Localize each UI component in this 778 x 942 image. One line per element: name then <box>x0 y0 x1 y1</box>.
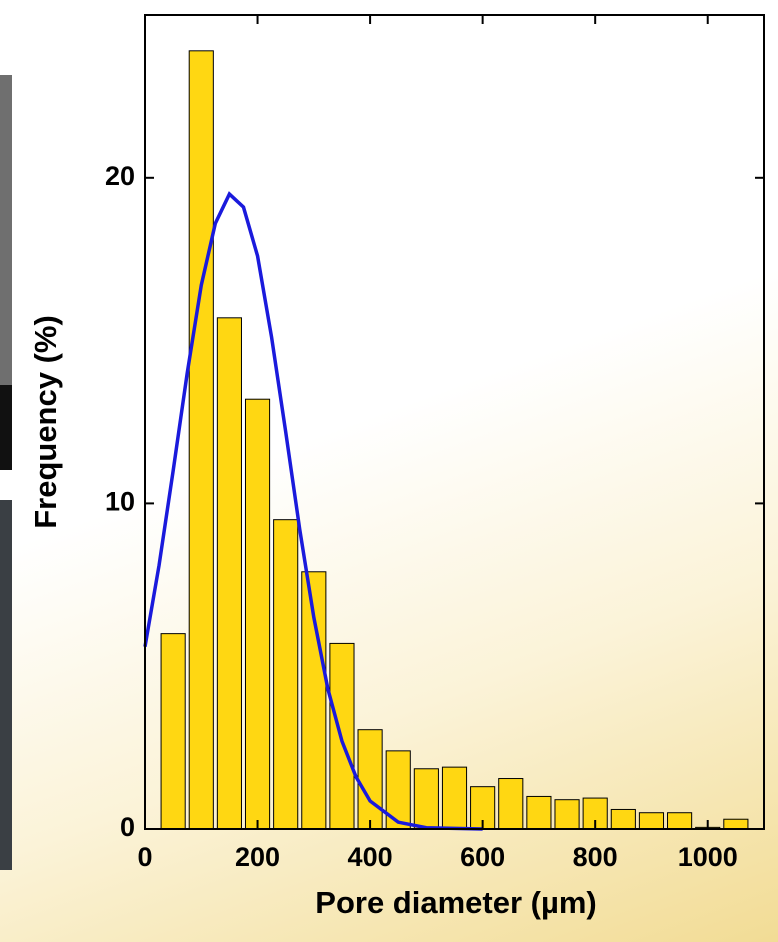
bar <box>188 50 214 830</box>
bar <box>554 799 580 830</box>
bar <box>667 812 693 830</box>
x-tick-label: 200 <box>235 842 280 872</box>
bar <box>498 778 524 830</box>
background-image-strip <box>0 500 12 870</box>
bar <box>723 818 749 830</box>
y-axis-label: Frequency (%) <box>28 315 63 529</box>
bar <box>357 729 383 830</box>
x-tick-label: 800 <box>573 842 618 872</box>
plot-frame <box>144 14 765 830</box>
bar <box>610 808 636 830</box>
x-tick-label: 400 <box>348 842 393 872</box>
x-tick-label: 0 <box>137 842 152 872</box>
background-image-strip <box>0 385 12 470</box>
bar <box>160 633 186 830</box>
bar <box>301 571 327 830</box>
bar <box>244 398 271 830</box>
bar <box>273 519 299 830</box>
y-tick-label: 20 <box>105 161 135 191</box>
bar <box>526 795 552 830</box>
x-axis-label: Pore diameter (µm) <box>315 885 596 920</box>
fit-curve <box>143 191 483 831</box>
bar <box>441 766 468 830</box>
bar <box>413 768 439 830</box>
x-tick-label: 1000 <box>678 842 738 872</box>
bar <box>638 812 665 830</box>
y-tick-label: 0 <box>120 812 135 842</box>
y-tick-label: 10 <box>105 487 135 517</box>
bar <box>216 317 242 830</box>
x-tick-label: 600 <box>460 842 505 872</box>
background-image-strip <box>0 75 12 470</box>
